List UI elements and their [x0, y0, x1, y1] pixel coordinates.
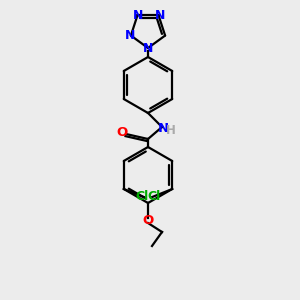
- Text: N: N: [125, 29, 135, 42]
- Text: Cl: Cl: [136, 190, 149, 203]
- Text: O: O: [116, 125, 128, 139]
- Text: Cl: Cl: [147, 190, 160, 203]
- Text: N: N: [158, 122, 169, 134]
- Text: H: H: [166, 124, 176, 137]
- Text: N: N: [154, 9, 165, 22]
- Text: O: O: [142, 214, 154, 227]
- Text: N: N: [143, 43, 153, 56]
- Text: N: N: [133, 9, 144, 22]
